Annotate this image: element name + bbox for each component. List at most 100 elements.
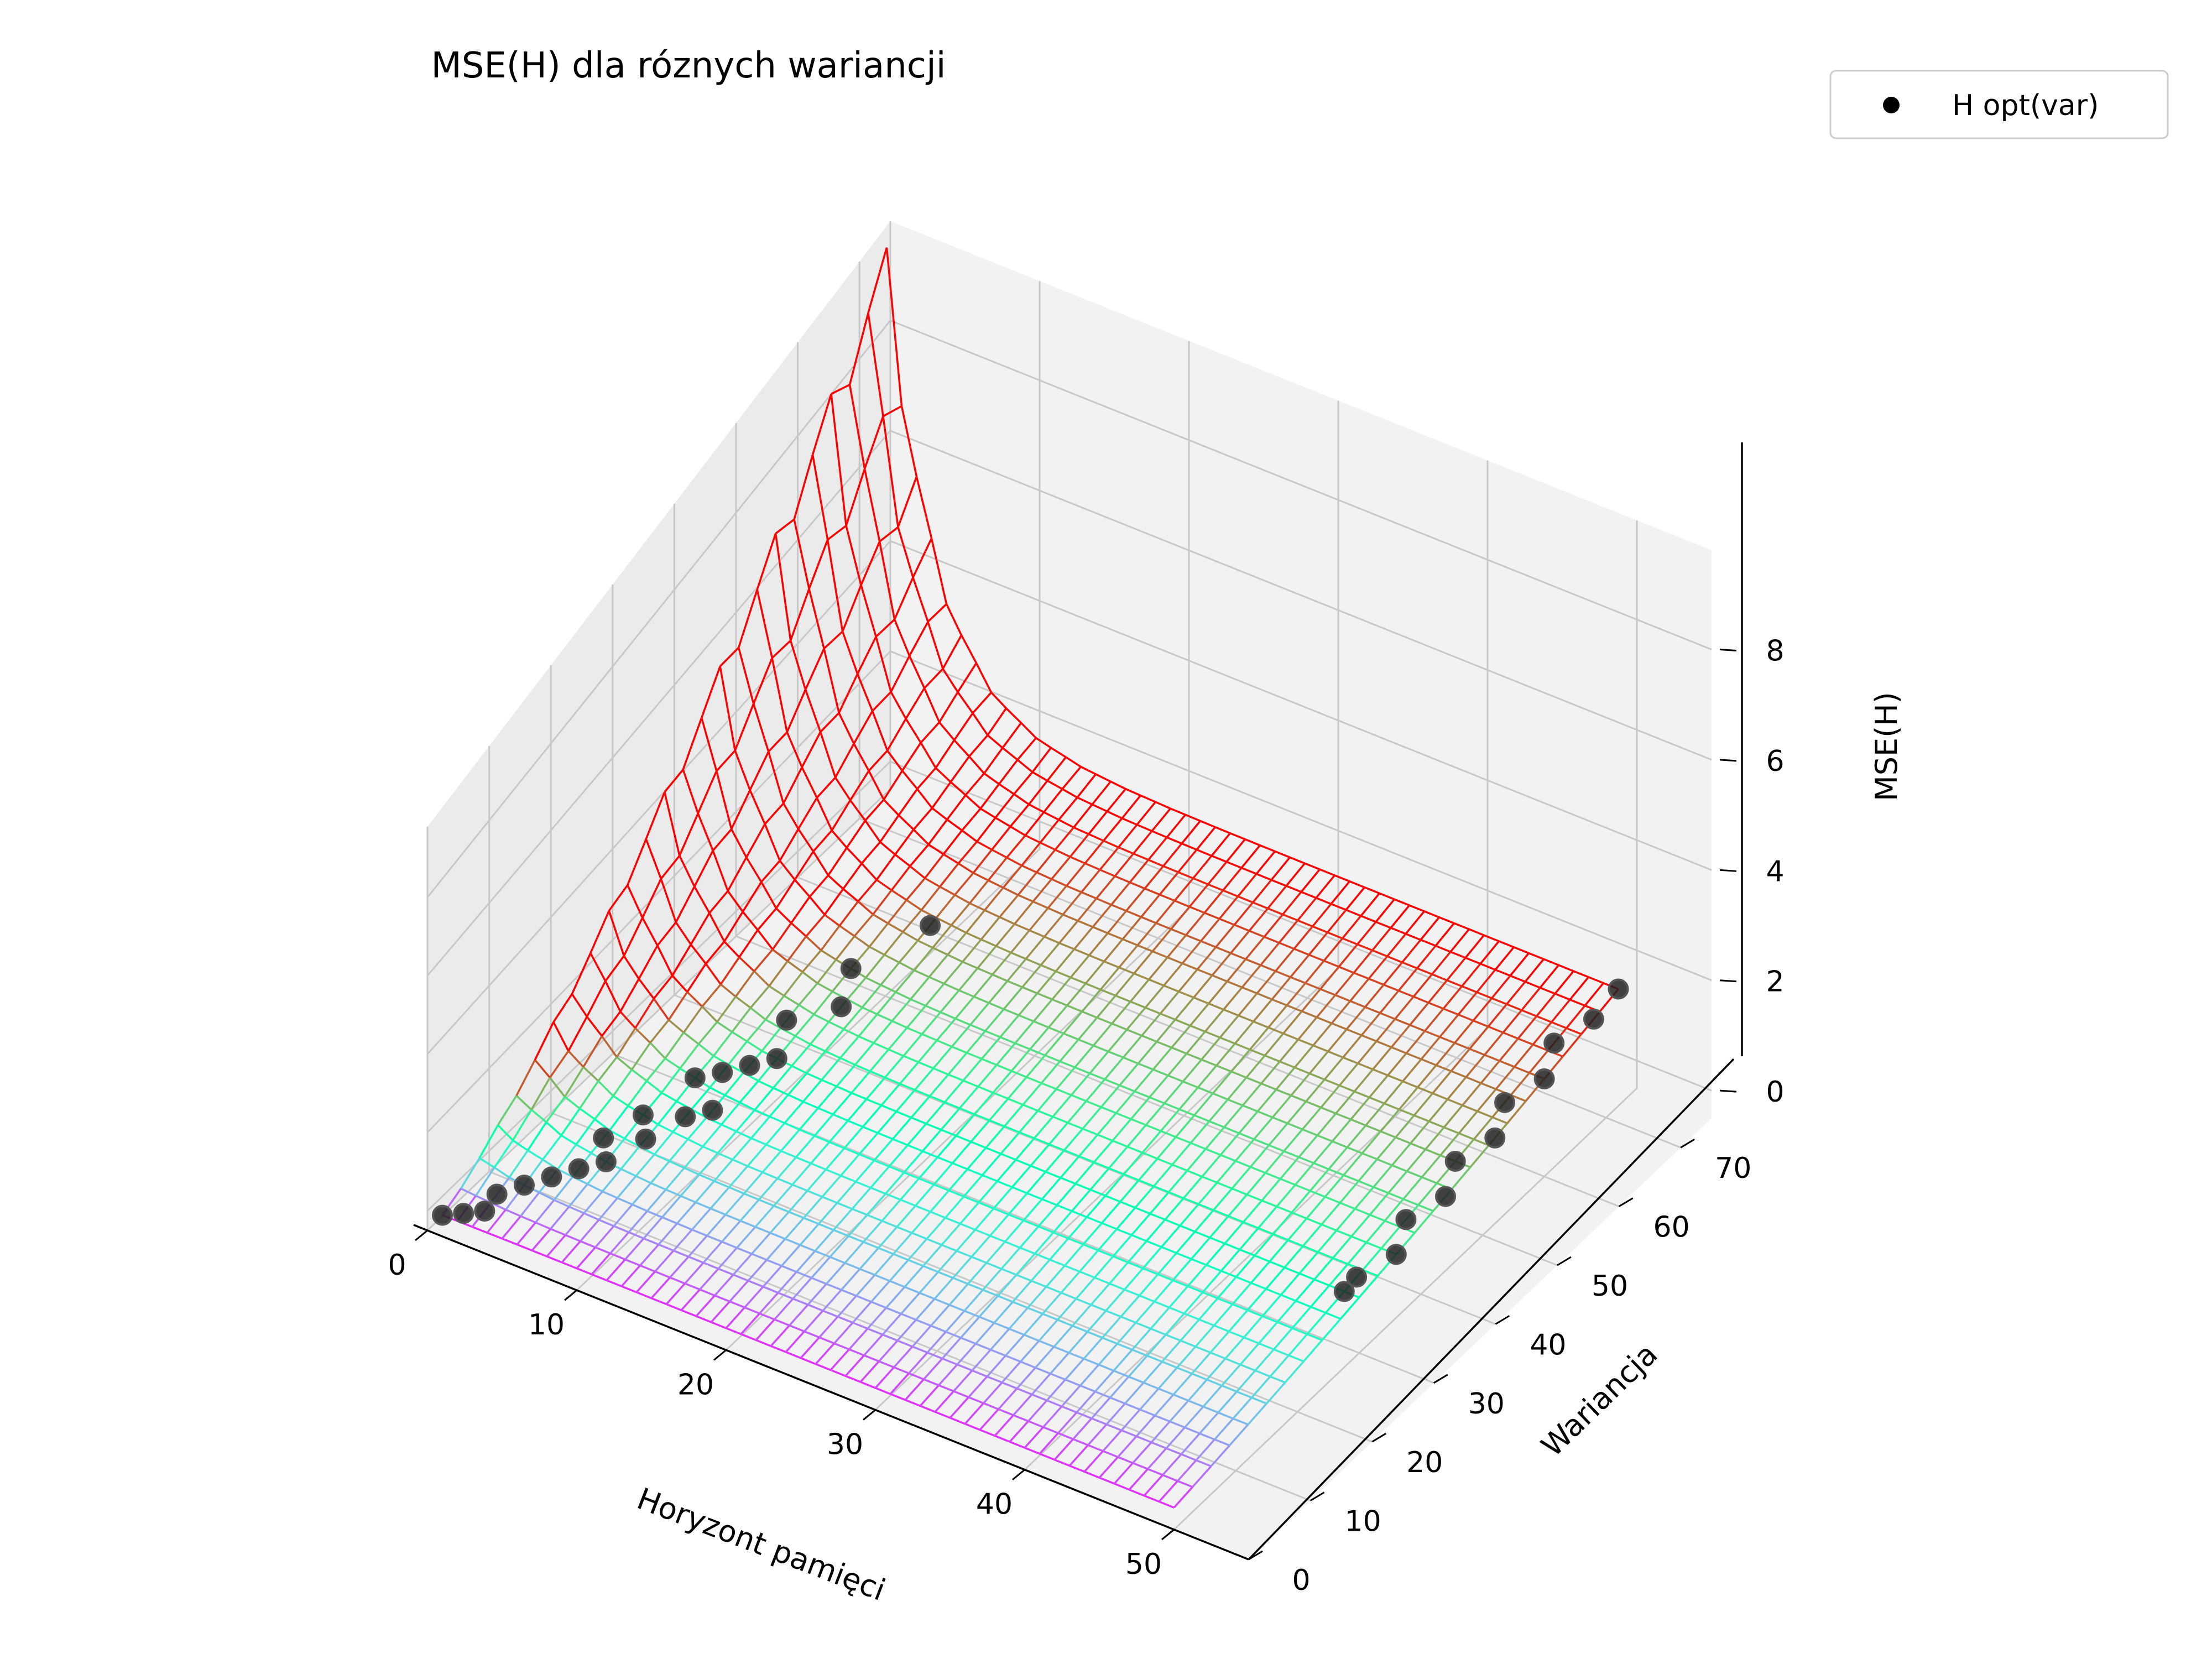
surface-line (1079, 1249, 1099, 1272)
surface-line (624, 1238, 645, 1260)
surface-line (947, 1052, 968, 1076)
surface-line (1099, 847, 1119, 870)
surface-line (653, 975, 674, 999)
surface-line (880, 1083, 901, 1106)
surface-line (1154, 1394, 1175, 1416)
surface-line (1026, 1171, 1047, 1194)
surface-line (1007, 1076, 1027, 1099)
surface-line (911, 1232, 927, 1240)
surface-line (1454, 1042, 1470, 1050)
surface-line (1194, 1230, 1211, 1239)
surface-line (1383, 1081, 1404, 1104)
surface-line (839, 925, 855, 937)
surface-line (1247, 1309, 1263, 1317)
surface-line (1061, 1292, 1077, 1300)
surface-line (687, 1138, 703, 1147)
surface-line (651, 1297, 667, 1306)
surface-line (787, 1094, 804, 1103)
surface-line (1140, 794, 1156, 803)
surface-line (915, 1204, 931, 1213)
surface-line (1013, 1394, 1033, 1416)
surface-line (1038, 1319, 1058, 1342)
surface-line (878, 541, 896, 620)
surface-line (1254, 1233, 1274, 1256)
surface-line (1103, 960, 1120, 969)
surface-line (1372, 1046, 1392, 1070)
surface-line (1324, 1174, 1345, 1198)
surface-line (743, 1171, 764, 1194)
surface-line (1024, 811, 1045, 836)
surface-line (1197, 1182, 1218, 1205)
surface-line (1267, 1026, 1284, 1035)
surface-line (1097, 1228, 1118, 1251)
surface-line (859, 1247, 879, 1270)
surface-line (1087, 1423, 1108, 1446)
surface-line (669, 1138, 689, 1162)
surface-line (620, 1168, 637, 1177)
surface-line (1218, 1411, 1234, 1420)
surface-line (1025, 936, 1045, 960)
surface-line (1216, 1065, 1232, 1073)
surface-line (1136, 823, 1152, 832)
h-opt-point (920, 915, 941, 936)
surface-line (1300, 868, 1321, 893)
surface-line (941, 1223, 961, 1246)
surface-line (1005, 1334, 1025, 1357)
surface-line (1431, 973, 1448, 982)
surface-line (1030, 1259, 1051, 1282)
surface-line (1165, 1333, 1181, 1342)
surface-line (666, 1303, 682, 1311)
surface-line (1079, 1270, 1095, 1279)
surface-line (699, 1288, 716, 1297)
y-tick-mark (1433, 1374, 1448, 1384)
y-tick-mark (1495, 1315, 1510, 1325)
surface-line (1513, 946, 1530, 954)
surface-line (1196, 1459, 1212, 1468)
surface-line (1269, 1260, 1285, 1269)
x-tick-label: 30 (827, 1428, 863, 1462)
surface-line (1424, 1030, 1441, 1038)
surface-line (1405, 910, 1425, 935)
surface-line (778, 1292, 794, 1300)
surface-line (1249, 1048, 1265, 1057)
surface-line (1016, 759, 1034, 773)
surface-line (1303, 1339, 1323, 1362)
surface-line (996, 1064, 1012, 1072)
surface-line (691, 1208, 712, 1230)
h-opt-point (486, 1183, 508, 1205)
surface-line (1147, 1468, 1164, 1476)
surface-line (1204, 1030, 1220, 1039)
surface-line (735, 1130, 752, 1139)
surface-line (1238, 993, 1258, 1016)
surface-line (1256, 873, 1272, 881)
surface-line (1181, 1453, 1197, 1462)
surface-line (1354, 1208, 1370, 1216)
surface-line (929, 1095, 945, 1103)
surface-line (1339, 1202, 1355, 1210)
surface-line (871, 711, 889, 751)
surface-line (586, 1016, 603, 1037)
surface-line (756, 533, 777, 590)
surface-line (1240, 844, 1261, 869)
surface-line (1240, 1363, 1256, 1372)
surface-line (1536, 1015, 1552, 1024)
surface-line (1114, 853, 1134, 877)
surface-line (1253, 999, 1273, 1022)
surface-line (671, 975, 688, 993)
surface-line (784, 1101, 804, 1124)
surface-line (1342, 1056, 1359, 1065)
surface-line (800, 1357, 816, 1365)
surface-line (1413, 1210, 1434, 1234)
surface-line (853, 743, 870, 771)
surface-line (1510, 1072, 1530, 1096)
surface-line (890, 865, 911, 891)
surface-line (1131, 1349, 1148, 1357)
surface-line (838, 712, 855, 744)
grid-line-y (735, 423, 1558, 1266)
surface-line (784, 1217, 805, 1240)
surface-line (1109, 1376, 1130, 1399)
surface-line (1098, 1343, 1118, 1365)
surface-line (1142, 1246, 1162, 1269)
surface-line (1147, 837, 1168, 861)
surface-line (1227, 1077, 1248, 1100)
